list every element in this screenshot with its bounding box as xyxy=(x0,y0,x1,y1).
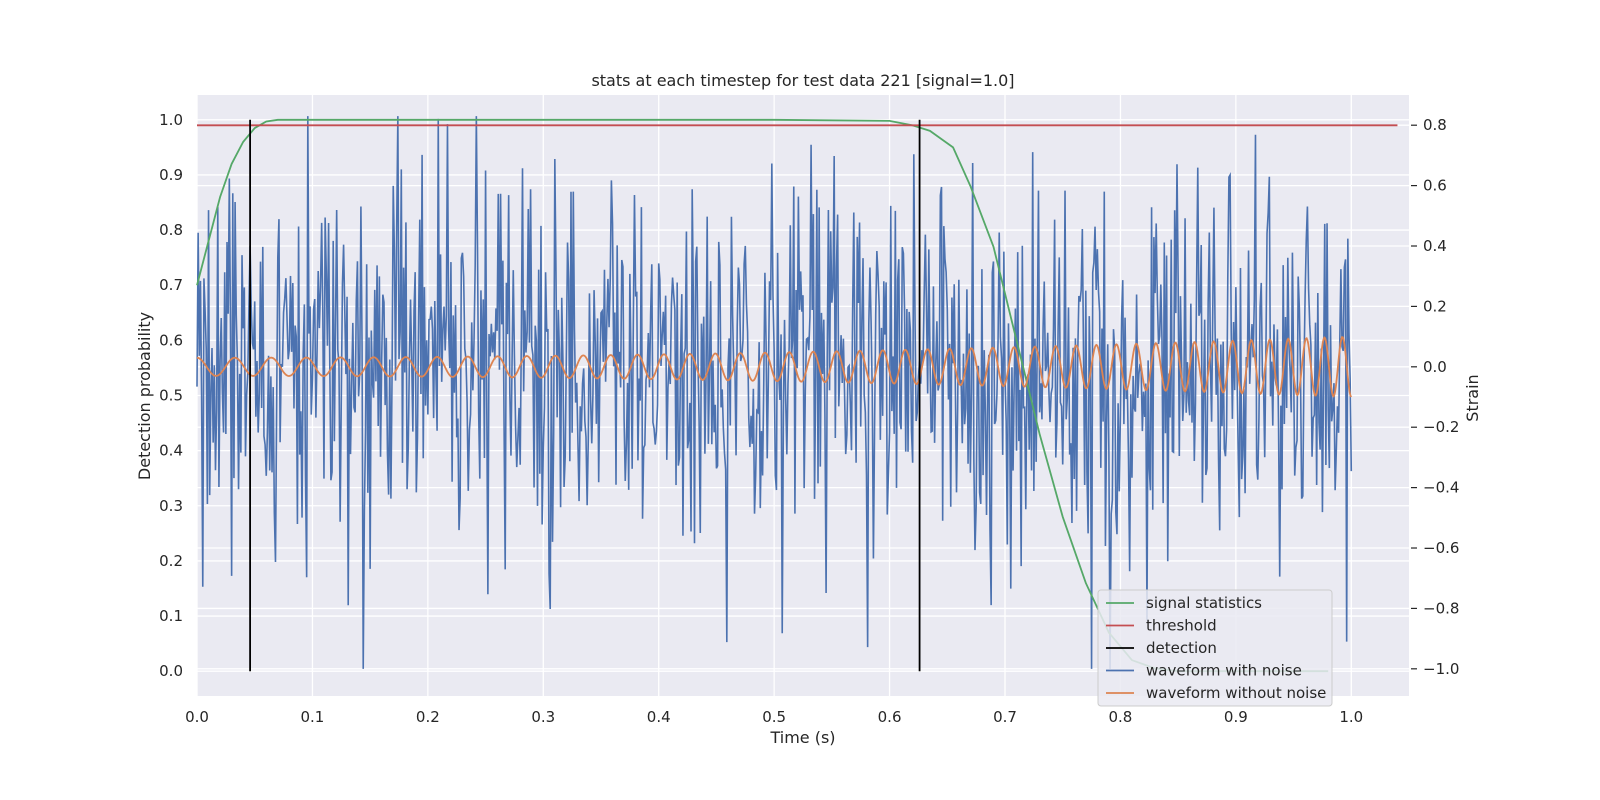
x-tick-label: 0.8 xyxy=(1108,708,1132,726)
x-tick-label: 0.5 xyxy=(762,708,786,726)
legend-label: waveform without noise xyxy=(1146,684,1326,702)
y-tick-label: 0.7 xyxy=(159,276,183,294)
axes: 0.0 0.1 0.2 0.3 0.4 0.5 0.6 0.7 0.8 0.9 1.0 0.0 0.1 0… xyxy=(159,111,1459,726)
y2-tick-label: −0.2 xyxy=(1423,418,1459,436)
chart-title: stats at each timestep for test data 221… xyxy=(591,71,1014,90)
legend-box xyxy=(1097,589,1333,707)
x-tick-label: 0.9 xyxy=(1224,708,1248,726)
y-tick-label: 0.0 xyxy=(159,662,183,680)
y2-tick-label: 0.8 xyxy=(1423,116,1447,134)
x-tick-label: 0.2 xyxy=(416,708,440,726)
y-axis-label: Detection probability xyxy=(135,312,154,480)
y2-tick-label: 0.0 xyxy=(1423,358,1447,376)
y-tick-label: 0.5 xyxy=(159,387,183,405)
x-tick-label: 0.7 xyxy=(993,708,1017,726)
x-tick-label: 1.0 xyxy=(1339,708,1363,726)
y-tick-label: 0.9 xyxy=(159,166,183,184)
y-tick-label: 0.6 xyxy=(159,331,183,349)
y-tick-label: 0.8 xyxy=(159,221,183,239)
legend-label: signal statistics xyxy=(1146,594,1262,612)
y2-tick-label: −1.0 xyxy=(1423,660,1459,678)
y-tick-label: 0.4 xyxy=(159,442,183,460)
series-waveform-without-noise xyxy=(196,336,1353,398)
y2-tick-label: 0.2 xyxy=(1423,297,1447,315)
legend: signal statistics threshold detection wavef… xyxy=(1097,589,1333,707)
x-axis-label: Time (s) xyxy=(769,728,835,747)
legend-label: threshold xyxy=(1146,617,1217,635)
y2-tick-label: −0.4 xyxy=(1423,479,1459,497)
legend-label: detection xyxy=(1146,639,1217,657)
y-tick-label: 1.0 xyxy=(159,111,183,129)
series-waveform-with-noise xyxy=(196,116,1353,669)
y-tick-label: 0.1 xyxy=(159,607,183,625)
y-tick-label: 0.3 xyxy=(159,497,183,515)
x-tick-label: 0.1 xyxy=(300,708,324,726)
legend-label: waveform with noise xyxy=(1146,662,1302,680)
x-tick-label: 0.4 xyxy=(647,708,671,726)
x-tick-label: 0.3 xyxy=(531,708,555,726)
y-tick-label: 0.2 xyxy=(159,552,183,570)
y2-tick-label: 0.6 xyxy=(1423,177,1447,195)
y2-axis-label: Strain xyxy=(1463,374,1482,421)
y2-tick-label: 0.4 xyxy=(1423,237,1447,255)
x-tick-label: 0.0 xyxy=(185,708,209,726)
y2-tick-label: −0.6 xyxy=(1423,539,1459,557)
x-tick-label: 0.6 xyxy=(878,708,902,726)
y2-tick-label: −0.8 xyxy=(1423,599,1459,617)
